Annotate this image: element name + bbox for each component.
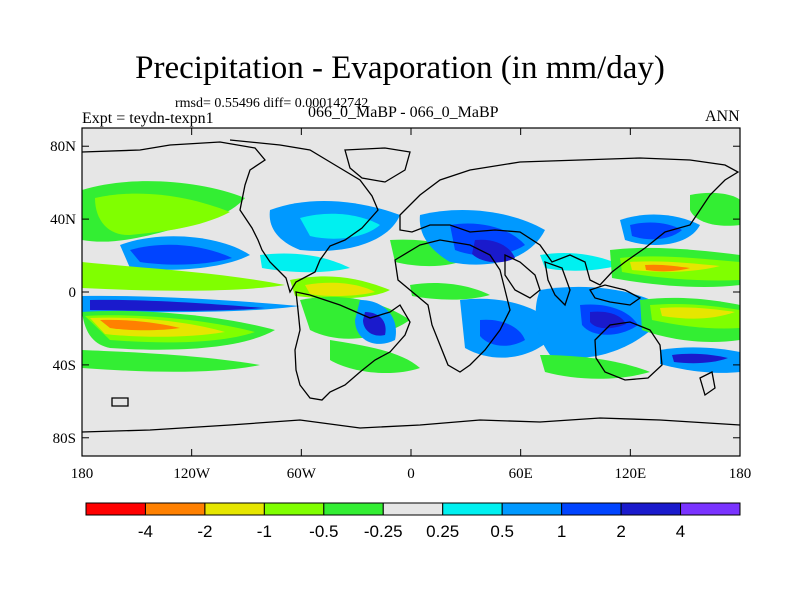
experiment-label: Expt = teydn-texpn1 bbox=[82, 110, 214, 127]
coast-arabia bbox=[504, 253, 541, 299]
contour-wp-orange bbox=[645, 264, 690, 272]
contour-eq-darkblue bbox=[90, 299, 265, 311]
colorbar-label: -2 bbox=[197, 522, 212, 541]
colorbar-label: -4 bbox=[138, 522, 153, 541]
coast-eurasia bbox=[399, 157, 740, 286]
coast-africa bbox=[394, 239, 511, 373]
axes: 180 120W 60W 0 60E 120E 180 80N 40N 0 40S 80S bbox=[50, 128, 751, 482]
coast-australia bbox=[594, 321, 663, 381]
colorbar-box bbox=[323, 502, 384, 516]
colorbar-box bbox=[680, 502, 741, 516]
contour-asia-cyan bbox=[540, 253, 620, 271]
colorbar-label: 0.5 bbox=[490, 522, 514, 541]
y-tick-label: 40N bbox=[50, 212, 76, 228]
chart-title: Precipitation - Evaporation (in mm/day) bbox=[135, 50, 665, 86]
coast-indonesia bbox=[589, 284, 642, 306]
case-label: 066_0_MaBP - 066_0_MaBP bbox=[308, 104, 499, 121]
contour-asia-deepblue bbox=[472, 239, 515, 263]
y-tick-label: 80N bbox=[50, 139, 76, 155]
x-tick-label: 180 bbox=[729, 466, 752, 482]
season-label: ANN bbox=[705, 108, 740, 125]
colorbar-label: 1 bbox=[557, 522, 566, 541]
colorbar-label: 0.25 bbox=[426, 522, 459, 541]
colorbar-box bbox=[85, 502, 146, 516]
coast-south-america bbox=[294, 291, 411, 401]
colorbar-box bbox=[204, 502, 265, 516]
contour-spcz-yellow bbox=[660, 307, 735, 319]
plot-background bbox=[82, 128, 740, 456]
colorbar-label: -1 bbox=[257, 522, 272, 541]
contour-np-east-green bbox=[690, 192, 740, 226]
colorbar: -4 -2 -1 -0.5 -0.25 0.25 0.5 1 2 4 bbox=[85, 502, 741, 541]
colorbar-label: 4 bbox=[676, 522, 685, 541]
x-tick-label: 60W bbox=[287, 466, 317, 482]
colorbar-box bbox=[144, 502, 206, 516]
y-tick-label: 40S bbox=[53, 358, 76, 374]
coast-antarctica bbox=[82, 417, 740, 433]
x-tick-label: 0 bbox=[407, 466, 415, 482]
contour-sa-south-green bbox=[330, 340, 420, 374]
coast-island bbox=[111, 397, 129, 407]
coast-greenland bbox=[344, 147, 411, 183]
coastlines bbox=[82, 139, 740, 433]
contour-eq-atlantic-green bbox=[410, 283, 490, 300]
contour-np-darkblue bbox=[130, 244, 232, 265]
coast-new-zealand bbox=[699, 371, 716, 397]
colorbar-label: -0.5 bbox=[309, 522, 338, 541]
colorbar-box bbox=[382, 502, 444, 516]
y-tick-label: 80S bbox=[53, 431, 76, 447]
contour-fills bbox=[82, 181, 740, 379]
colorbar-box bbox=[561, 502, 622, 516]
x-tick-label: 180 bbox=[71, 466, 94, 482]
colorbar-box bbox=[501, 502, 563, 516]
contour-spcz-deepblue bbox=[672, 353, 728, 364]
contour-wp-darkblue bbox=[630, 222, 682, 240]
colorbar-label: 2 bbox=[616, 522, 625, 541]
colorbar-box bbox=[442, 502, 503, 516]
colorbar-label: -0.25 bbox=[364, 522, 403, 541]
coast-india bbox=[544, 261, 571, 307]
contour-tropical-green bbox=[82, 262, 285, 291]
x-tick-label: 120E bbox=[614, 466, 646, 482]
x-tick-label: 120W bbox=[173, 466, 211, 482]
y-tick-label: 0 bbox=[69, 285, 77, 301]
contour-io-darkblue bbox=[480, 319, 525, 346]
x-tick-label: 60E bbox=[509, 466, 533, 482]
contour-na-cyan bbox=[300, 213, 380, 239]
contour-na-cyan-2 bbox=[260, 253, 350, 273]
contour-atlantic-yellow bbox=[305, 282, 375, 297]
contour-sp-orange bbox=[100, 319, 180, 331]
coast-north-america bbox=[82, 139, 379, 294]
contour-southern-green bbox=[82, 350, 260, 372]
colorbar-box bbox=[620, 502, 682, 516]
stats-label: rmsd= 0.55496 diff= 0.000142742 bbox=[175, 96, 369, 111]
colorbar-box bbox=[263, 502, 325, 516]
contour-io-south-green bbox=[540, 355, 650, 379]
contour-north-pacific-light bbox=[95, 193, 230, 236]
